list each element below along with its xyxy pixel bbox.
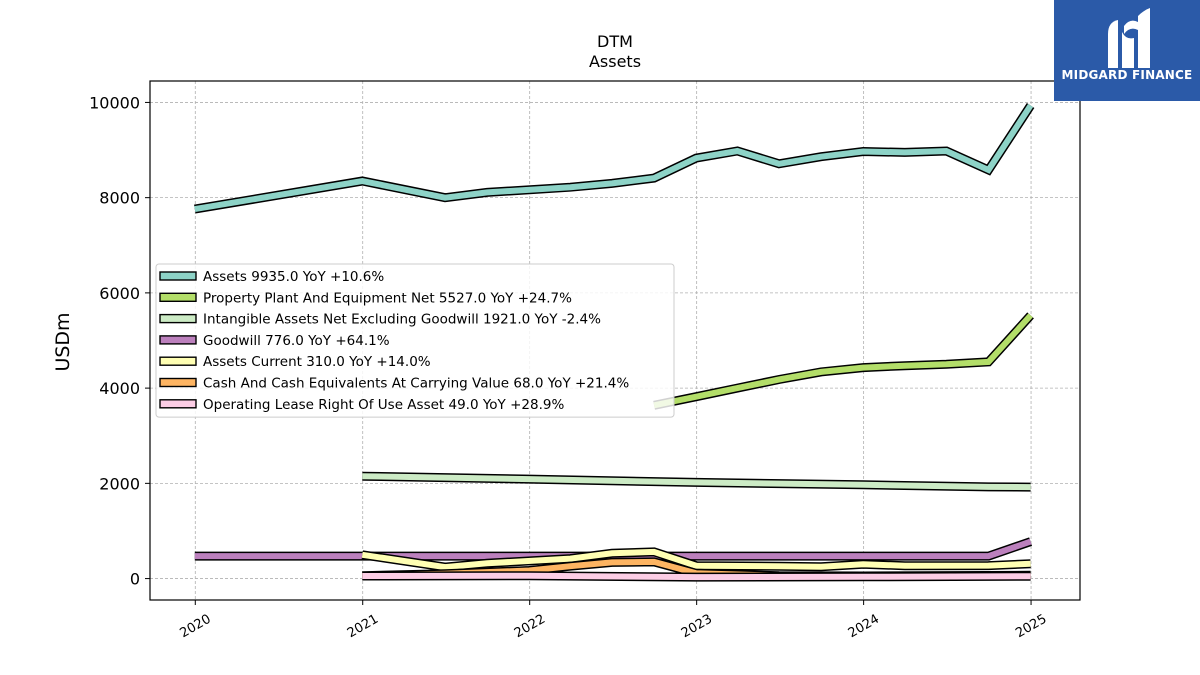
x-tick-label: 2023 <box>679 612 715 642</box>
legend-swatch <box>159 313 197 324</box>
series-line <box>653 313 1033 409</box>
series-assets <box>194 103 1035 214</box>
legend-entry: Goodwill 776.0 YoY +64.1% <box>203 333 390 349</box>
legend-swatch <box>159 271 197 281</box>
y-tick-label: 6000 <box>99 284 140 303</box>
legend-entry: Cash And Cash Equivalents At Carrying Va… <box>203 376 629 392</box>
plot-frame <box>149 80 1081 601</box>
legend-swatch <box>159 399 197 409</box>
series-line <box>362 473 1031 491</box>
y-tick-label: 2000 <box>99 474 140 493</box>
series-assets-current <box>361 547 1031 572</box>
x-tick-label: 2021 <box>345 612 381 642</box>
legend-box <box>155 263 675 418</box>
x-tick-label: 2025 <box>1013 612 1049 642</box>
legend: Assets 9935.0 YoY +10.6% Property Plant A… <box>155 263 675 418</box>
legend-swatch <box>159 292 197 302</box>
y-tick-label: 4000 <box>99 379 140 398</box>
series-line <box>361 548 1031 571</box>
legend-entry: Assets 9935.0 YoY +10.6% <box>203 269 384 285</box>
series-layer <box>194 103 1035 582</box>
y-tick-label: 10000 <box>89 93 140 112</box>
midgard-logo-icon <box>1108 8 1150 68</box>
x-tick-label: 2020 <box>177 612 213 642</box>
series-property-plant-and-equipment-net <box>653 312 1034 410</box>
legend-entry: Assets Current 310.0 YoY +14.0% <box>203 354 431 370</box>
series-operating-lease-right-of-use-asset <box>362 571 1031 582</box>
midgard-finance-logo: MIDGARD FINANCE <box>1054 0 1200 101</box>
series-line <box>194 103 1034 213</box>
chart-subtitle: Assets <box>589 52 641 71</box>
series-line <box>362 572 1031 581</box>
y-tick-label: 8000 <box>99 189 140 208</box>
logo-text: MIDGARD FINANCE <box>1061 68 1193 82</box>
x-tick-label: 2022 <box>512 612 548 642</box>
series-intangible-assets-net-excluding-goodwill <box>362 471 1031 492</box>
series-goodwill <box>194 537 1033 561</box>
legend-swatch <box>159 377 197 388</box>
chart-title: DTM <box>597 32 633 51</box>
series-line <box>194 538 1032 560</box>
legend-entry: Operating Lease Right Of Use Asset 49.0 … <box>203 397 564 413</box>
y-axis-label: USDm <box>52 312 74 371</box>
legend-entry: Intangible Assets Net Excluding Goodwill… <box>203 312 601 328</box>
legend-entry: Property Plant And Equipment Net 5527.0 … <box>203 290 572 306</box>
y-tick-label: 0 <box>130 570 140 589</box>
legend-swatch <box>159 356 197 366</box>
x-tick-label: 2024 <box>846 612 882 642</box>
legend-swatch <box>159 335 197 345</box>
